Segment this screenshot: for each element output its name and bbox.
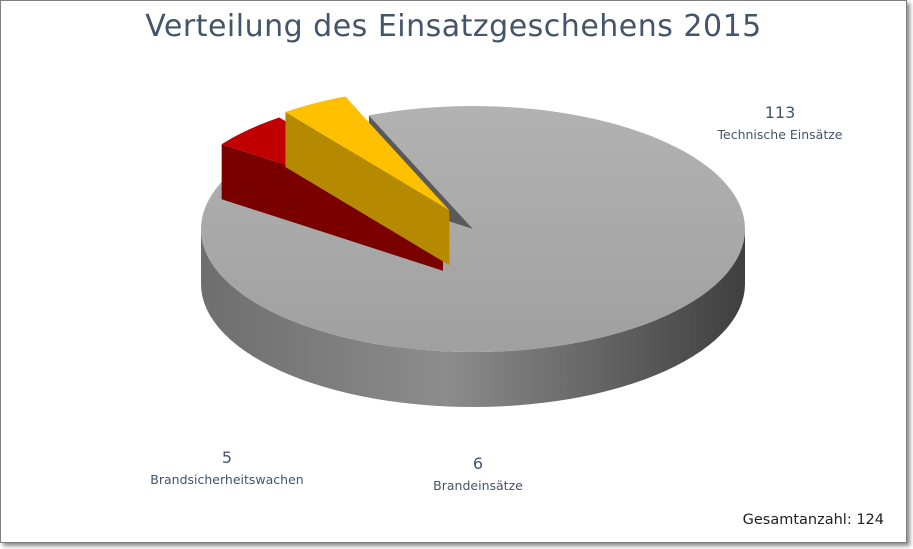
slice-technische-einsaetze-top	[201, 106, 745, 352]
chart-title: Verteilung des Einsatzgeschehens 2015	[145, 9, 762, 44]
label-technische-einsaetze: 113 Technische Einsätze	[717, 103, 843, 142]
label-brandeinsaetze: 6 Brandeinsätze	[433, 454, 523, 493]
slice-technische-einsaetze-side-0	[201, 229, 745, 407]
total-count-label: Gesamtanzahl: 124	[742, 512, 884, 528]
label-technische-einsaetze-value: 113	[765, 103, 796, 122]
slice-brandsicherheitswachen-top	[285, 96, 450, 211]
label-technische-einsaetze-name: Technische Einsätze	[717, 127, 843, 142]
slice-brandsicherheitswachen-wall-0	[285, 111, 450, 266]
label-brandsicherheitswachen-name: Brandsicherheitswachen	[150, 472, 303, 487]
slice-brandeinsaetze-wall-0	[221, 144, 443, 271]
label-brandsicherheitswachen: 5 Brandsicherheitswachen	[150, 448, 303, 487]
pie-chart: 113 Technische Einsätze 6 Brandeinsätze 5 Bra…	[150, 96, 843, 493]
slice-brandsicherheitswachen	[285, 96, 450, 266]
label-brandeinsaetze-name: Brandeinsätze	[433, 478, 523, 493]
label-brandsicherheitswachen-value: 5	[222, 448, 232, 467]
label-brandeinsaetze-value: 6	[473, 454, 483, 473]
